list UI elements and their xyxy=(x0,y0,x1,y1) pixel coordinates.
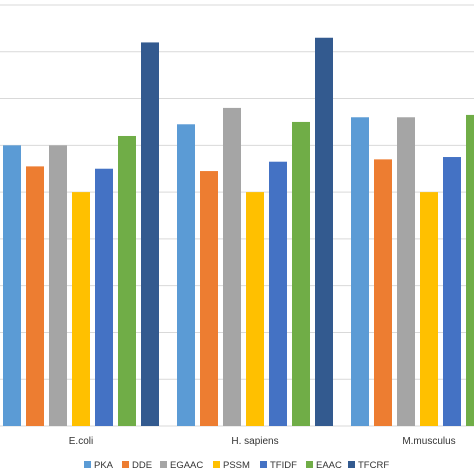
legend-label-tfcrf: TFCRF xyxy=(358,460,389,471)
legend-swatch-dde xyxy=(122,461,129,468)
bar-pka-3 xyxy=(351,117,369,427)
bar-pssm-1 xyxy=(72,192,90,426)
legend-label-egaac: EGAAC xyxy=(170,460,203,471)
bar-pka-2 xyxy=(177,124,195,427)
bar-egaac-2 xyxy=(223,107,241,427)
bar-egaac-1 xyxy=(49,145,67,427)
legend-swatch-egaac xyxy=(160,461,167,468)
legend-label-pka: PKA xyxy=(94,460,114,471)
legend-swatch-tfidf xyxy=(260,461,267,468)
bar-tfcrf-1 xyxy=(141,42,159,427)
legend-label-eaac: EAAC xyxy=(316,460,342,471)
bar-dde-2 xyxy=(200,171,218,426)
bars xyxy=(3,37,474,427)
bar-tfidf-3 xyxy=(443,157,461,426)
legend-label-dde: DDE xyxy=(132,460,152,471)
bar-tfidf-1 xyxy=(95,168,113,426)
legend: PKA DDE EGAAC PSSM TFIDF EAAC TFCRF xyxy=(84,460,389,471)
bar-pssm-2 xyxy=(246,192,264,426)
legend-label-pssm: PSSM xyxy=(223,460,250,471)
legend-swatch-tfcrf xyxy=(348,461,355,468)
legend-swatch-pssm xyxy=(213,461,220,468)
category-labels: E.coli H. sapiens M.musculus xyxy=(69,436,456,447)
bar-eaac-1 xyxy=(118,135,136,426)
category-label: E.coli xyxy=(69,436,93,447)
legend-swatch-eaac xyxy=(306,461,313,468)
bar-tfcrf-2 xyxy=(315,37,333,426)
category-label: H. sapiens xyxy=(231,436,278,447)
bar-dde-1 xyxy=(26,166,44,426)
legend-swatch-pka xyxy=(84,461,91,468)
category-label: M.musculus xyxy=(402,436,455,447)
bar-eaac-2 xyxy=(292,121,310,426)
bar-dde-3 xyxy=(374,159,392,426)
bar-pssm-3 xyxy=(420,192,438,426)
bar-tfidf-2 xyxy=(269,161,287,426)
bar-pka-1 xyxy=(3,145,21,427)
bar-egaac-3 xyxy=(397,117,415,427)
legend-label-tfidf: TFIDF xyxy=(270,460,297,471)
bar-eaac-3 xyxy=(466,114,474,426)
